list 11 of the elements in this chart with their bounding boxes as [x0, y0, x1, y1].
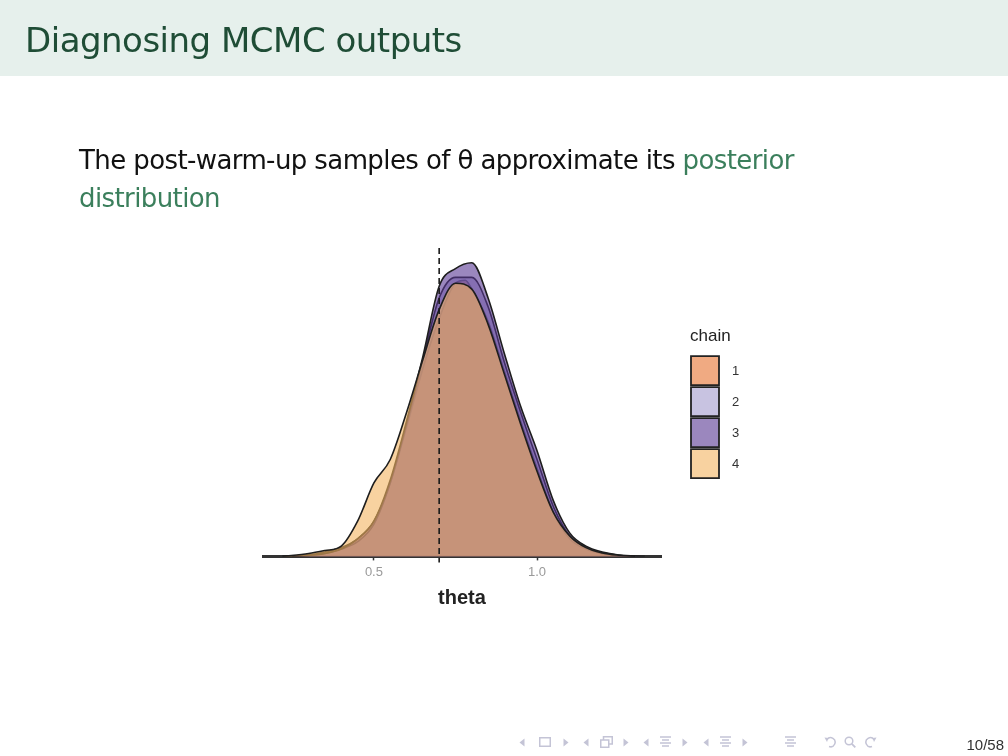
- legend-label: 1: [732, 363, 740, 379]
- chart-title: Diagnosing MCMC outputs: [25, 20, 462, 60]
- legend-title: chain: [690, 325, 731, 345]
- text: The post-warm-up samples of θ approximate its posterior distribution: [79, 145, 794, 213]
- x-tick-label: 1.0: [527, 563, 547, 579]
- x-axis-title: theta: [438, 585, 487, 608]
- legend-label: 3: [732, 425, 740, 441]
- legend-label: 4: [732, 456, 740, 472]
- text: 10/58: [966, 736, 1004, 753]
- legend-label: 2: [732, 394, 740, 410]
- x-tick-label: 0.5: [364, 563, 383, 579]
